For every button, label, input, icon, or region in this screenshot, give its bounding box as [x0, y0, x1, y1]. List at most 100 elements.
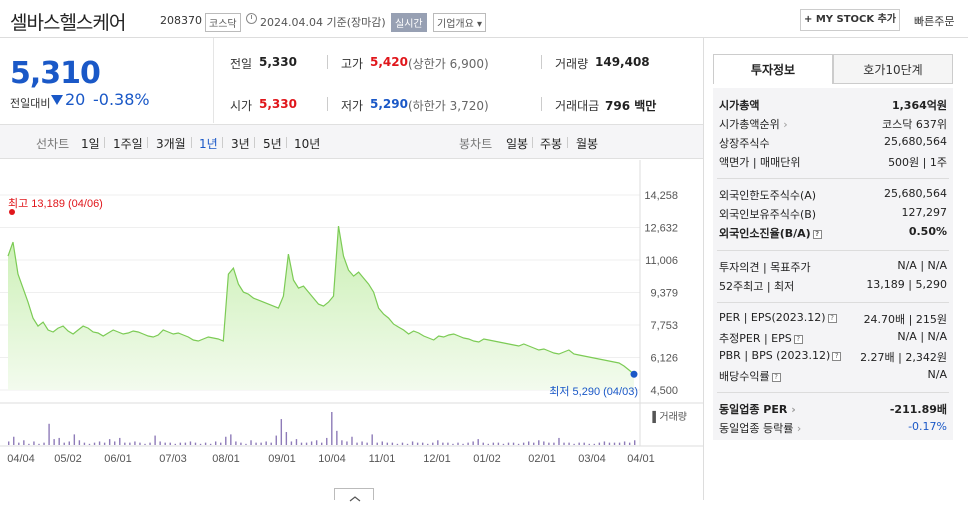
volume-bar	[23, 440, 25, 445]
volume-bar	[260, 442, 262, 445]
lower-limit: (하한가 3,720)	[408, 99, 489, 113]
market-badge: 코스닥	[205, 13, 241, 32]
reference-date: 2024.04.04 기준(장마감)	[260, 16, 386, 29]
divider	[327, 97, 328, 111]
volume-bar	[553, 442, 555, 445]
prev-day-label: 전일대비	[10, 97, 51, 110]
divider	[147, 137, 148, 148]
candle-daily[interactable]: 일봉	[506, 137, 529, 151]
volume-legend: ▌거래량	[652, 410, 687, 424]
volume-bar	[628, 442, 631, 445]
volume-bar	[78, 440, 81, 445]
divider	[222, 137, 223, 148]
company-overview-dropdown[interactable]: 기업개요 ▾	[433, 13, 486, 32]
volume-bar	[472, 441, 474, 445]
divider	[213, 38, 214, 123]
price-change-percent: -0.38%	[93, 90, 150, 109]
info-label: PER | EPS(2023.12)?	[719, 311, 837, 324]
volume-bar	[305, 442, 308, 445]
help-icon[interactable]: ?	[771, 372, 781, 382]
volume-bar	[361, 441, 363, 445]
chevron-right-icon[interactable]: ›	[787, 403, 796, 416]
volume-bar	[401, 442, 404, 445]
volume-bar	[583, 442, 585, 445]
volume-bar	[568, 442, 570, 445]
volume-bar	[507, 442, 510, 445]
volume-bar	[533, 442, 535, 445]
volume-bar	[356, 442, 358, 445]
y-tick-label: 7,753	[650, 320, 678, 332]
volume-bar	[33, 441, 35, 445]
info-value: -0.17%	[908, 420, 947, 433]
info-label: 동일업종 PER ›	[719, 403, 796, 416]
help-icon[interactable]: ?	[832, 351, 842, 361]
stock-name: 셀바스헬스케어	[10, 12, 126, 34]
divider	[703, 38, 704, 500]
volume-bar	[603, 441, 606, 445]
divider	[541, 55, 542, 69]
volume-bar	[103, 442, 106, 445]
price-chart[interactable]: 14,258 12,632 11,006 9,379 7,753 6,126 4,500 0…	[0, 160, 703, 500]
volume-bar	[28, 443, 30, 445]
candle-weekly[interactable]: 주봉	[540, 137, 563, 151]
volume-bar	[270, 442, 272, 445]
volume-bar	[114, 441, 116, 445]
volume-bar	[144, 443, 146, 445]
x-tick-label: 12/01	[423, 453, 451, 465]
info-label: 추정PER | EPS?	[719, 330, 803, 346]
volume-bar	[159, 441, 161, 445]
help-icon[interactable]: ?	[793, 334, 803, 344]
volume-bar	[88, 443, 91, 445]
volume-bar	[98, 441, 101, 445]
period-1w[interactable]: 1주일	[113, 137, 143, 151]
volume-bar	[578, 442, 580, 445]
volume-bar	[371, 434, 373, 445]
period-10y[interactable]: 10년	[294, 137, 321, 151]
x-tick-label: 01/02	[473, 453, 501, 465]
period-3y[interactable]: 3년	[231, 137, 250, 151]
volume-bar	[563, 442, 565, 445]
prev-close-value: 5,330	[259, 55, 297, 69]
volume-bar	[169, 442, 171, 445]
volume-bar	[63, 442, 65, 445]
help-icon[interactable]: ?	[827, 313, 837, 323]
x-tick-label: 04/04	[7, 453, 35, 465]
quick-order-link[interactable]: 빠른주문	[914, 15, 955, 28]
help-icon[interactable]: ?	[812, 229, 822, 239]
tab-invest-info[interactable]: 투자정보	[713, 54, 833, 84]
volume-bar	[522, 442, 525, 445]
volume-bar	[517, 443, 520, 445]
volume-bar	[129, 442, 131, 445]
volume-bar	[149, 442, 151, 445]
price-area	[8, 226, 634, 390]
volume-bar	[214, 441, 217, 445]
divider	[541, 97, 542, 111]
volume-bar	[230, 434, 232, 445]
period-5y[interactable]: 5년	[263, 137, 282, 151]
info-value: 500원 | 1주	[888, 156, 947, 169]
volume-bar	[462, 443, 464, 445]
open-value: 5,330	[259, 97, 297, 111]
info-label: 시가총액	[719, 99, 760, 112]
volume-bar	[396, 443, 399, 445]
my-stock-add-button[interactable]: + MY STOCK 추가	[800, 9, 900, 31]
info-label: 외국인보유주식수(B)	[719, 208, 817, 221]
tab-orderbook[interactable]: 호가10단계	[833, 54, 953, 84]
volume-bar	[482, 442, 484, 445]
low-label: 저가	[341, 99, 364, 113]
volume-bar	[386, 442, 389, 445]
period-1y[interactable]: 1년	[199, 137, 218, 151]
period-3m[interactable]: 3개월	[156, 137, 186, 151]
volume-bar	[331, 412, 333, 445]
realtime-button[interactable]: 실시간	[391, 13, 427, 32]
period-1d[interactable]: 1일	[81, 137, 100, 151]
chevron-right-icon[interactable]: ›	[793, 422, 802, 435]
volume-bar	[623, 441, 626, 445]
volume-bar	[411, 441, 414, 445]
divider	[191, 137, 192, 148]
chevron-up-icon[interactable]	[334, 488, 374, 502]
candle-monthly[interactable]: 월봉	[576, 137, 599, 151]
info-value: 127,297	[901, 206, 948, 219]
chevron-right-icon[interactable]: ›	[779, 118, 788, 131]
x-tick-label: 03/04	[578, 453, 606, 465]
